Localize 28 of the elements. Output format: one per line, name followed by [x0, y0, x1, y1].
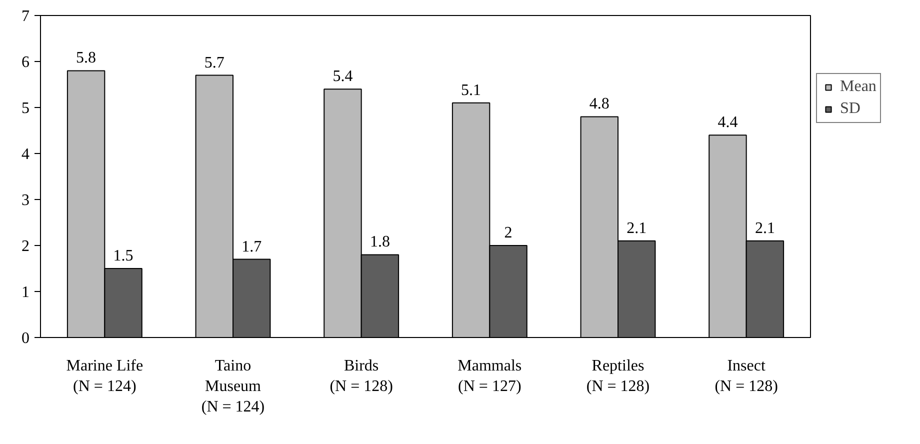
y-tick-label: 2 [22, 238, 30, 255]
data-label: 2.1 [626, 220, 647, 237]
x-tick-label: Insect (N = 128) [714, 358, 778, 395]
y-tick-label: 5 [22, 100, 30, 117]
data-label: 5.1 [461, 82, 482, 99]
data-label: 4.4 [718, 114, 738, 132]
data-label: 1.5 [113, 248, 134, 264]
y-tick-label: 4 [22, 146, 30, 163]
y-tick-label: 7 [22, 8, 30, 25]
x-tick-label: Birds (N = 128) [330, 358, 393, 395]
x-tick-label: Marine Life (N = 124) [66, 358, 144, 395]
data-label: 2.1 [754, 220, 775, 237]
x-tick-label: Reptiles (N = 128) [586, 358, 650, 395]
y-tick-label: 1 [22, 284, 30, 301]
x-tick-label: Mammals (N = 127) [458, 358, 522, 395]
y-tick-label: 3 [22, 192, 30, 209]
data-label: 1.7 [242, 238, 262, 256]
x-tick-label: Taino Museum (N = 124) [201, 358, 265, 416]
data-label: 2 [504, 224, 512, 242]
data-label: 5.7 [204, 54, 224, 72]
data-label: 5.8 [76, 50, 96, 67]
data-label: 5.4 [332, 68, 353, 86]
legend-label: Mean [840, 78, 876, 96]
y-tick-label: 0 [22, 330, 30, 347]
y-tick-label: 6 [22, 54, 30, 71]
legend-label: SD [840, 100, 860, 118]
data-label: 4.8 [589, 96, 610, 113]
data-label: 1.8 [370, 234, 390, 251]
